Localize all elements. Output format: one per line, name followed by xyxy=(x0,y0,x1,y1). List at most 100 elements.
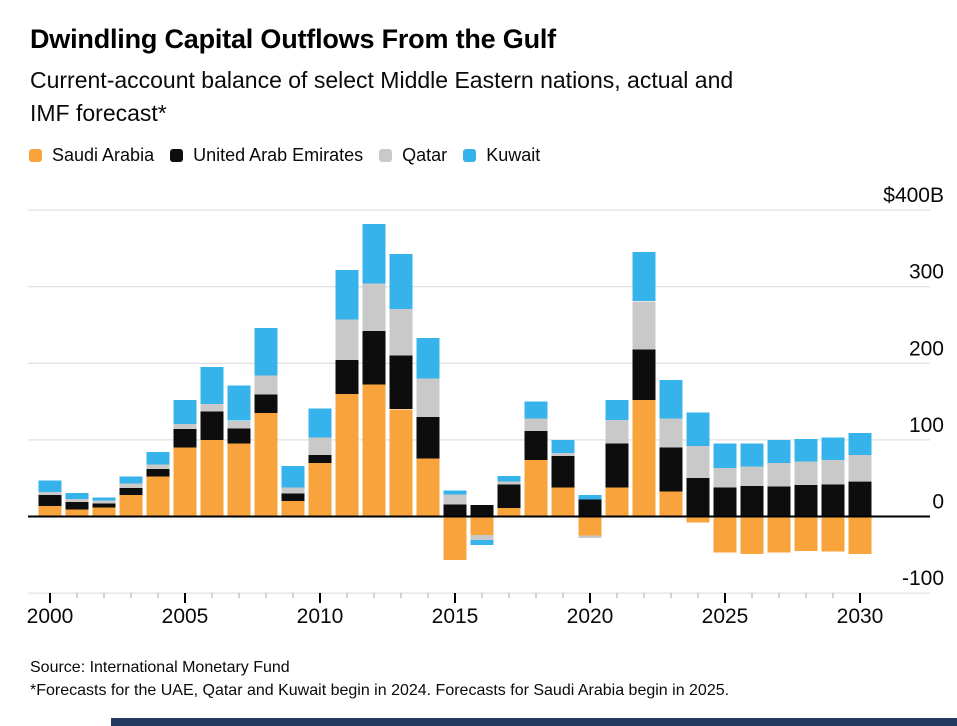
bar-2010-saudi-arabia[interactable] xyxy=(308,462,332,517)
bar-2021-united-arab-emirates[interactable] xyxy=(605,443,629,488)
bar-2029-kuwait[interactable] xyxy=(821,437,845,460)
bar-2001-qatar[interactable] xyxy=(65,498,89,502)
bar-2030-kuwait[interactable] xyxy=(848,433,872,456)
bar-2013-kuwait[interactable] xyxy=(389,253,413,309)
bar-2017-kuwait[interactable] xyxy=(497,475,521,482)
bar-2022-saudi-arabia[interactable] xyxy=(632,400,656,517)
bar-2014-kuwait[interactable] xyxy=(416,338,440,379)
bar-2006-kuwait[interactable] xyxy=(200,367,224,404)
bar-2008-saudi-arabia[interactable] xyxy=(254,413,278,517)
bar-2030-qatar[interactable] xyxy=(848,455,872,482)
bar-2021-saudi-arabia[interactable] xyxy=(605,487,629,517)
bar-2011-kuwait[interactable] xyxy=(335,269,359,320)
bar-2006-united-arab-emirates[interactable] xyxy=(200,411,224,440)
bar-2030-united-arab-emirates[interactable] xyxy=(848,481,872,517)
bar-2013-qatar[interactable] xyxy=(389,308,413,356)
bar-2016-saudi-arabia[interactable] xyxy=(470,516,494,535)
bar-2015-united-arab-emirates[interactable] xyxy=(443,504,467,517)
bar-2017-united-arab-emirates[interactable] xyxy=(497,484,521,508)
bar-2013-saudi-arabia[interactable] xyxy=(389,409,413,517)
bar-2025-saudi-arabia[interactable] xyxy=(713,516,737,553)
bar-2028-united-arab-emirates[interactable] xyxy=(794,485,818,517)
bar-2012-qatar[interactable] xyxy=(362,283,386,332)
bar-2021-qatar[interactable] xyxy=(605,420,629,444)
bar-2001-united-arab-emirates[interactable] xyxy=(65,501,89,510)
bar-2020-kuwait[interactable] xyxy=(578,495,602,500)
bar-2028-kuwait[interactable] xyxy=(794,439,818,462)
bar-2004-kuwait[interactable] xyxy=(146,452,170,465)
bar-2014-united-arab-emirates[interactable] xyxy=(416,416,440,459)
bar-2011-saudi-arabia[interactable] xyxy=(335,393,359,517)
bar-2027-united-arab-emirates[interactable] xyxy=(767,486,791,517)
legend-item-saudi-arabia[interactable]: Saudi Arabia xyxy=(29,145,154,166)
bar-2005-kuwait[interactable] xyxy=(173,400,197,424)
bar-2022-kuwait[interactable] xyxy=(632,252,656,302)
bar-2026-united-arab-emirates[interactable] xyxy=(740,485,764,517)
bar-2018-qatar[interactable] xyxy=(524,418,548,431)
bar-2017-qatar[interactable] xyxy=(497,481,521,485)
bar-2016-qatar[interactable] xyxy=(470,534,494,541)
bar-2017-saudi-arabia[interactable] xyxy=(497,508,521,517)
bar-2024-kuwait[interactable] xyxy=(686,412,710,446)
bar-2018-saudi-arabia[interactable] xyxy=(524,459,548,517)
bar-2007-qatar[interactable] xyxy=(227,420,251,429)
bar-2008-kuwait[interactable] xyxy=(254,328,278,376)
bar-2027-kuwait[interactable] xyxy=(767,439,791,463)
bar-2005-qatar[interactable] xyxy=(173,423,197,430)
bar-2019-united-arab-emirates[interactable] xyxy=(551,456,575,488)
legend-item-united-arab-emirates[interactable]: United Arab Emirates xyxy=(170,145,363,166)
bar-2003-united-arab-emirates[interactable] xyxy=(119,488,143,496)
bar-2006-saudi-arabia[interactable] xyxy=(200,439,224,517)
bar-2023-united-arab-emirates[interactable] xyxy=(659,447,683,492)
bar-2019-saudi-arabia[interactable] xyxy=(551,487,575,517)
bar-2009-kuwait[interactable] xyxy=(281,465,305,488)
bar-2030-saudi-arabia[interactable] xyxy=(848,516,872,555)
bar-2004-saudi-arabia[interactable] xyxy=(146,476,170,517)
bar-2009-united-arab-emirates[interactable] xyxy=(281,493,305,502)
bar-2020-united-arab-emirates[interactable] xyxy=(578,499,602,517)
bar-2000-kuwait[interactable] xyxy=(38,480,62,493)
bar-2016-united-arab-emirates[interactable] xyxy=(470,505,494,517)
bar-2019-kuwait[interactable] xyxy=(551,439,575,453)
bar-2028-saudi-arabia[interactable] xyxy=(794,516,818,552)
bar-2026-qatar[interactable] xyxy=(740,466,764,486)
bar-2020-saudi-arabia[interactable] xyxy=(578,516,602,536)
bar-2005-saudi-arabia[interactable] xyxy=(173,447,197,517)
bar-2024-qatar[interactable] xyxy=(686,446,710,479)
bar-2009-saudi-arabia[interactable] xyxy=(281,501,305,517)
bar-2002-qatar[interactable] xyxy=(92,500,116,504)
bar-2008-qatar[interactable] xyxy=(254,375,278,395)
bar-2000-saudi-arabia[interactable] xyxy=(38,505,62,517)
bar-2006-qatar[interactable] xyxy=(200,403,224,412)
bar-2020-qatar[interactable] xyxy=(578,535,602,538)
bar-2003-saudi-arabia[interactable] xyxy=(119,495,143,517)
bar-2022-qatar[interactable] xyxy=(632,301,656,350)
bar-2025-qatar[interactable] xyxy=(713,468,737,488)
bar-2011-united-arab-emirates[interactable] xyxy=(335,360,359,394)
bar-2001-kuwait[interactable] xyxy=(65,492,89,499)
bar-2023-kuwait[interactable] xyxy=(659,380,683,419)
legend-item-qatar[interactable]: Qatar xyxy=(379,145,447,166)
bar-2001-saudi-arabia[interactable] xyxy=(65,509,89,517)
bar-2002-saudi-arabia[interactable] xyxy=(92,507,116,517)
bar-2028-qatar[interactable] xyxy=(794,461,818,485)
bar-2026-saudi-arabia[interactable] xyxy=(740,516,764,555)
bar-2023-saudi-arabia[interactable] xyxy=(659,491,683,517)
bar-2009-qatar[interactable] xyxy=(281,487,305,494)
bar-2018-kuwait[interactable] xyxy=(524,401,548,419)
bar-2002-kuwait[interactable] xyxy=(92,497,116,501)
bar-2029-saudi-arabia[interactable] xyxy=(821,516,845,552)
bar-2022-united-arab-emirates[interactable] xyxy=(632,349,656,401)
bar-2008-united-arab-emirates[interactable] xyxy=(254,394,278,414)
bar-2015-qatar[interactable] xyxy=(443,494,467,505)
bar-2004-united-arab-emirates[interactable] xyxy=(146,469,170,477)
bar-2021-kuwait[interactable] xyxy=(605,400,629,420)
bar-2010-kuwait[interactable] xyxy=(308,408,332,438)
bar-2007-kuwait[interactable] xyxy=(227,385,251,421)
bar-2029-united-arab-emirates[interactable] xyxy=(821,484,845,517)
bar-2003-qatar[interactable] xyxy=(119,483,143,489)
bar-2015-saudi-arabia[interactable] xyxy=(443,516,467,561)
bar-2010-qatar[interactable] xyxy=(308,437,332,456)
bar-2024-saudi-arabia[interactable] xyxy=(686,516,710,523)
bar-2027-qatar[interactable] xyxy=(767,462,791,487)
